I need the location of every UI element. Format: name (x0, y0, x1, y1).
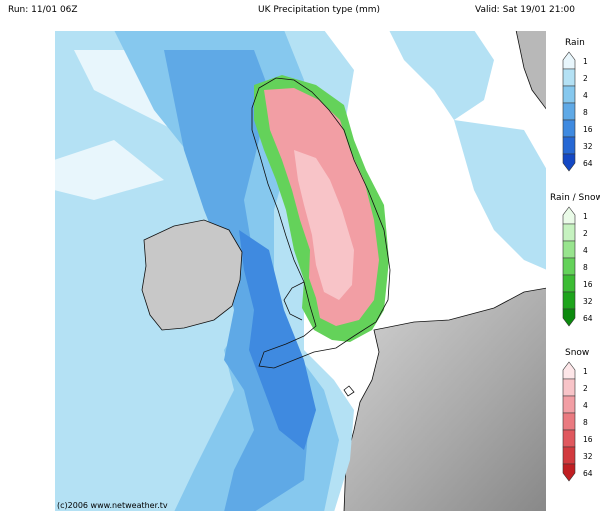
snow-lighter-area (294, 150, 354, 300)
chart-title: UK Precipitation type (mm) (258, 5, 380, 15)
legend-snow-swatch (562, 429, 576, 448)
rain-light-band-2 (54, 140, 164, 200)
legend-rain-snow-tick: 32 (583, 297, 593, 306)
legend-rain-snow-swatch (562, 257, 576, 276)
scandinavia-land (515, 30, 547, 111)
legend-rain-snow-tick: 2 (583, 229, 588, 238)
legend-snow-swatch (562, 361, 576, 380)
legend-rain-swatch (562, 85, 576, 104)
legend-rain-snow-swatch (562, 291, 576, 310)
legend-rain-swatch (562, 136, 576, 155)
ireland-land (141, 219, 243, 331)
legend-rain: Rain 1 2 4 8 16 32 64 (553, 38, 599, 173)
legend-snow-swatch (562, 446, 576, 465)
legend-rain-snow-swatch (562, 223, 576, 242)
legend-snow-swatch (562, 395, 576, 414)
legend-rain-swatch (562, 51, 576, 70)
legend-rain-snow-tick: 8 (583, 263, 588, 272)
legend-rain-tick: 4 (583, 91, 588, 100)
rain-heaviest-area (239, 230, 316, 450)
legend-snow-tick: 32 (583, 452, 593, 461)
legend-snow-tick: 2 (583, 384, 588, 393)
legend-snow-tick: 64 (583, 469, 593, 478)
legend-snow: Snow 1 2 4 8 16 32 64 (553, 348, 599, 498)
legend-rain-tick: 8 (583, 108, 588, 117)
legend-rain-tick: 16 (583, 125, 593, 134)
legend-rain-snow-tick: 64 (583, 314, 593, 323)
legend-snow-swatch (562, 412, 576, 431)
great-britain-coastline (251, 77, 391, 369)
continent-land (343, 287, 547, 512)
legend-rain-swatch (562, 153, 576, 172)
legend-snow-tick: 1 (583, 367, 588, 376)
legend-rain-snow: Rain / Snow 1 2 4 8 16 32 64 (550, 193, 600, 333)
legend-rain-snow-tick: 16 (583, 280, 593, 289)
legend-snow-title: Snow (565, 348, 590, 358)
legend-rain-snow-tick: 1 (583, 212, 588, 221)
legend-snow-tick: 8 (583, 418, 588, 427)
legend-rain-tick: 64 (583, 159, 593, 168)
legend-rain-swatch (562, 68, 576, 87)
legend-snow-tick: 4 (583, 401, 588, 410)
wales-coastline (283, 281, 305, 321)
legend-rain-scale (562, 51, 576, 172)
rain-light-ne (389, 30, 494, 120)
channel-islands (343, 385, 355, 397)
legend-snow-tick: 16 (583, 435, 593, 444)
legend-rain-tick: 1 (583, 57, 588, 66)
legend-rain-snow-tick: 4 (583, 246, 588, 255)
legend-rain-title: Rain (565, 38, 585, 48)
run-time-label: Run: 11/01 06Z (8, 5, 78, 15)
legend-rain-snow-swatch (562, 206, 576, 225)
legend-rain-swatch (562, 119, 576, 138)
legend-snow-scale (562, 361, 576, 482)
legend-snow-swatch (562, 463, 576, 482)
rain-light-e (454, 120, 547, 270)
legend-rain-snow-swatch (562, 240, 576, 259)
legend-rain-snow-swatch (562, 274, 576, 293)
legend-rain-snow-scale (562, 206, 576, 327)
legend-rain-tick: 2 (583, 74, 588, 83)
legend-rain-tick: 32 (583, 142, 593, 151)
precipitation-map (54, 30, 547, 512)
legend-rain-swatch (562, 102, 576, 121)
legend-rain-snow-swatch (562, 308, 576, 327)
legend-rain-snow-title: Rain / Snow (550, 193, 600, 203)
copyright-credit: (c)2006 www.netweather.tv (57, 501, 168, 510)
legend-snow-swatch (562, 378, 576, 397)
valid-time-label: Valid: Sat 19/01 21:00 (475, 5, 575, 15)
